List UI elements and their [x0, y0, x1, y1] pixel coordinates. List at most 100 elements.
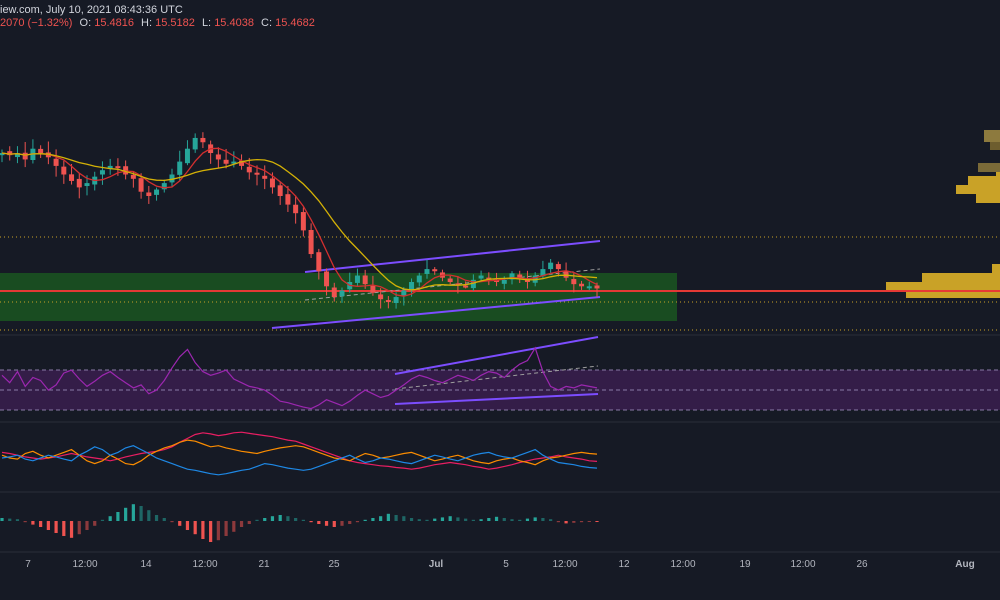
x-tick-label: Aug [955, 559, 974, 570]
header-open-label: O: [80, 17, 92, 29]
x-tick-label: 25 [328, 559, 340, 570]
hist-layer [0, 504, 599, 542]
candle-body [548, 262, 554, 270]
candle [107, 158, 113, 175]
candle-body [123, 166, 129, 175]
candle [7, 146, 13, 161]
x-tick-label: 7 [25, 559, 31, 570]
candle-body [331, 287, 337, 298]
candle [246, 157, 252, 180]
candle-body [61, 166, 67, 175]
candle [339, 287, 345, 303]
histogram-bar [93, 521, 97, 526]
candle-body [486, 277, 492, 280]
rsi-channel-mid [394, 365, 599, 390]
candle-body [571, 279, 577, 285]
dmi-layer [1, 431, 598, 476]
vp-bar [978, 163, 1000, 172]
vp-bar [922, 273, 1000, 282]
candle [254, 165, 260, 186]
candle [478, 270, 484, 282]
candle [385, 296, 391, 309]
histogram-bar [224, 521, 228, 536]
histogram-bar [510, 519, 514, 521]
candle [579, 280, 585, 290]
histogram-bar [124, 507, 128, 521]
histogram-bar [340, 521, 344, 526]
candle [0, 149, 5, 163]
candle [154, 187, 160, 201]
candle [308, 223, 314, 258]
rsi-line [1, 346, 598, 410]
histogram-bar [494, 516, 499, 521]
x-tick-label: 14 [140, 559, 152, 570]
histogram-bar [69, 521, 74, 538]
histogram-bar [216, 521, 220, 541]
histogram-bar [270, 516, 275, 521]
header-ohlc: 2070 (−1.32%) O: 15.4816 H: 15.5182 L: 1… [0, 17, 315, 29]
candle-body [447, 278, 453, 282]
histogram-bar [185, 521, 190, 530]
minus-di-line [1, 439, 598, 466]
ma-slow-line [1, 152, 598, 291]
histogram-bar [433, 518, 437, 521]
candle [262, 165, 268, 190]
candle-body [455, 283, 461, 286]
candle [300, 207, 306, 237]
vp-bar [968, 176, 1000, 185]
histogram-bar [409, 518, 414, 521]
histogram-bar [85, 521, 89, 530]
histogram-bar [263, 518, 267, 521]
price-layer [0, 132, 600, 309]
candle [223, 148, 229, 169]
candle-body [22, 152, 28, 160]
header-close-label: C: [261, 17, 272, 29]
candle-body [277, 185, 283, 196]
candle [594, 282, 600, 298]
candle [378, 288, 384, 309]
plus-di-line [1, 445, 598, 476]
candle-body [316, 252, 322, 272]
x-tick-label: 12:00 [192, 559, 217, 570]
histogram-bar [324, 521, 329, 526]
histogram-bar [456, 517, 460, 521]
histogram-bar [525, 518, 530, 521]
candle-body [517, 274, 523, 278]
candle-body [138, 178, 144, 192]
candle-body [424, 269, 430, 274]
support-zone [0, 273, 677, 321]
candle-body [509, 273, 515, 280]
histogram-bar [379, 516, 383, 521]
candle [285, 185, 291, 212]
candle [138, 173, 144, 199]
candle [548, 258, 554, 273]
candle-body [246, 166, 252, 173]
candle [354, 268, 360, 286]
histogram-bar [131, 504, 135, 521]
histogram-bar [371, 518, 375, 521]
candle-body [192, 137, 198, 150]
histogram-bar [595, 521, 599, 522]
candle [416, 272, 422, 287]
candle [38, 145, 44, 158]
candle [69, 163, 75, 185]
candle [200, 132, 206, 149]
histogram-bar [417, 519, 421, 521]
histogram-bar [386, 513, 390, 521]
candle [61, 160, 67, 184]
histogram-bar [46, 521, 50, 530]
candle-body [432, 269, 438, 272]
candle [370, 275, 376, 296]
candle-body [223, 159, 229, 164]
histogram-bar [154, 515, 159, 521]
histogram-bar [448, 516, 452, 521]
adx-line [1, 431, 598, 470]
vp-bar [992, 264, 1000, 273]
histogram-bar [479, 519, 483, 521]
candle-body [354, 275, 360, 283]
histogram-bar [425, 519, 429, 521]
histogram-bar [301, 519, 305, 521]
header-title: iew.com, July 10, 2021 08:43:36 UTC [0, 4, 183, 16]
candle [192, 133, 198, 153]
